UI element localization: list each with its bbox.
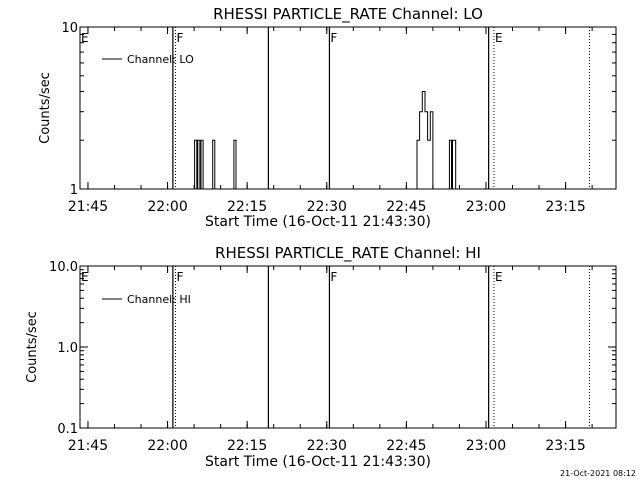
x-tick-label: 22:15 (227, 199, 267, 215)
interval-marker-label: E (81, 31, 89, 45)
x-tick-label: 23:00 (466, 438, 506, 454)
x-tick-label: 22:30 (307, 199, 347, 215)
x-tick-label: 21:45 (68, 438, 108, 454)
y-tick-label: 1 (70, 183, 78, 198)
x-tick-label: 23:15 (545, 199, 585, 215)
x-tick-label: 22:45 (386, 199, 426, 215)
x-tick-label: 22:30 (307, 438, 347, 454)
interval-marker-label: E (81, 270, 89, 284)
legend-label: Channel: LO (127, 53, 194, 66)
x-tick-label: 22:00 (147, 199, 187, 215)
plot-frame (79, 26, 617, 190)
series-line-channel-lo (232, 139, 237, 190)
x-tick-label: 23:00 (466, 199, 506, 215)
x-axis-label: Start Time (16-Oct-11 21:43:30) (205, 454, 431, 470)
legend-label: Channel: HI (127, 293, 191, 306)
interval-marker-label: F (330, 31, 337, 45)
chart-title: RHESSI PARTICLE_RATE Channel: HI (215, 244, 481, 263)
x-axis-label: Start Time (16-Oct-11 21:43:30) (205, 214, 431, 230)
x-tick-label: 22:45 (386, 438, 426, 454)
x-tick-label: 22:15 (227, 438, 267, 454)
x-tick-label: 23:15 (545, 438, 585, 454)
plot-frame (79, 265, 617, 429)
y-axis-label: Counts/sec (25, 311, 40, 383)
interval-marker-label: E (495, 31, 503, 45)
chart-title: RHESSI PARTICLE_RATE Channel: LO (213, 5, 483, 24)
series-line-channel-lo (414, 91, 434, 190)
footer-timestamp: 21-Oct-2021 08:12 (560, 469, 636, 478)
interval-marker-label: F (177, 31, 184, 45)
interval-marker-label: F (330, 270, 337, 284)
x-tick-label: 22:00 (147, 438, 187, 454)
y-tick-label: 0.1 (57, 422, 78, 437)
series-line-channel-lo (193, 139, 216, 190)
series-line-channel-lo (448, 139, 457, 190)
interval-marker-label: F (177, 270, 184, 284)
y-tick-label: 10 (61, 21, 78, 36)
y-tick-label: 10.0 (49, 260, 78, 275)
y-axis-label: Counts/sec (38, 72, 53, 144)
y-tick-label: 1.0 (57, 341, 78, 356)
interval-marker-label: E (495, 270, 503, 284)
x-tick-label: 21:45 (68, 199, 108, 215)
